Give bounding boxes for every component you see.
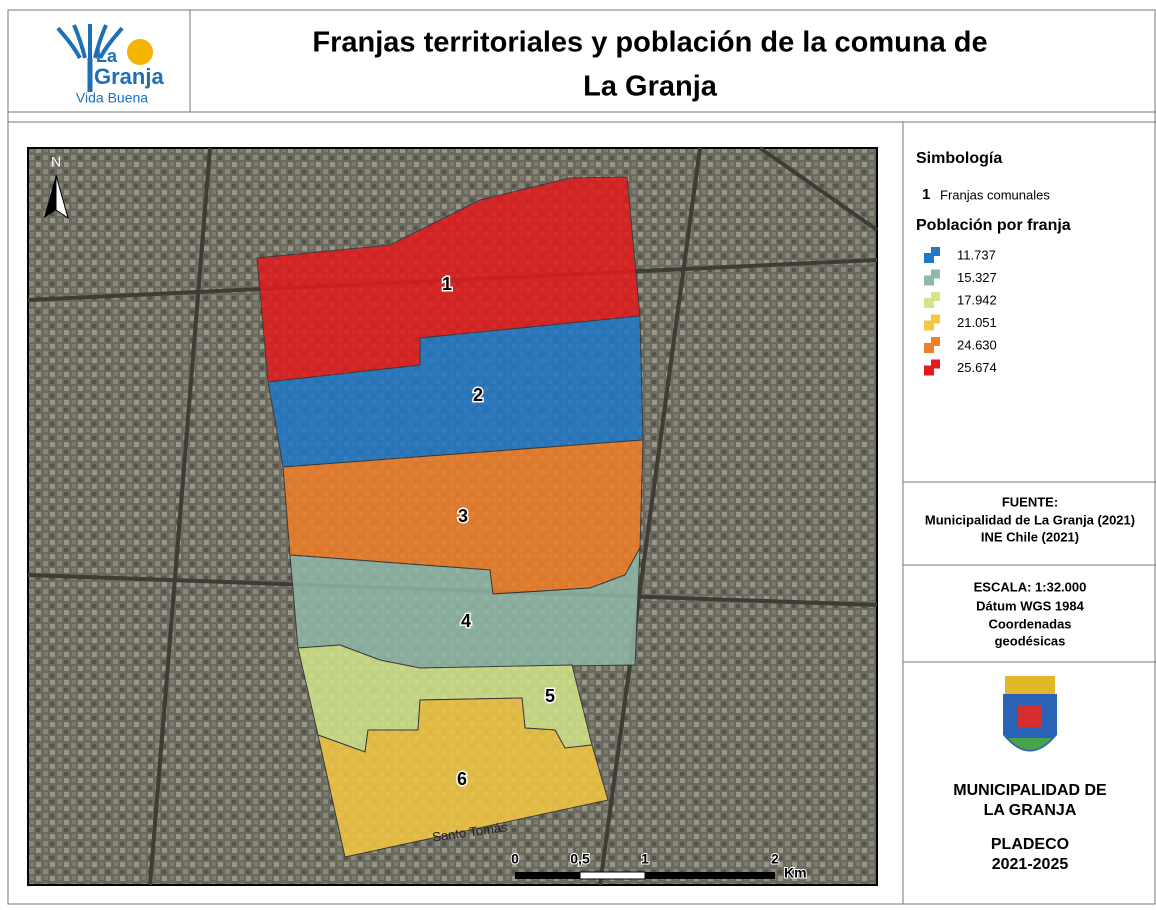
- org-name: MUNICIPALIDAD DE: [953, 782, 1107, 799]
- legend-title: Simbología: [916, 150, 1002, 167]
- title: La Granja: [583, 71, 718, 103]
- scale-tick: 2: [771, 851, 779, 867]
- coat-of-arms: [1003, 676, 1057, 752]
- legend-value: 24.630: [957, 337, 997, 352]
- scale-line: Dátum WGS 1984: [976, 598, 1084, 613]
- logo-tagline: Vida Buena: [76, 90, 148, 106]
- legend-value: 21.051: [957, 315, 997, 330]
- plan-name: PLADECO: [991, 836, 1069, 853]
- legend-swatch: [924, 292, 940, 308]
- title: Franjas territoriales y población de la …: [312, 27, 987, 59]
- zone-label: 2: [473, 385, 483, 405]
- scale-unit: Km: [784, 865, 807, 881]
- legend-swatch: [924, 360, 940, 376]
- scale-tick: 0: [511, 851, 519, 867]
- poster: La Granja Vida Buena Franjas territorial…: [0, 0, 1156, 905]
- scale-line: Coordenadas: [988, 616, 1071, 631]
- legend-swatch: [924, 247, 940, 263]
- logo: La Granja Vida Buena: [58, 24, 164, 106]
- north-label: N: [51, 154, 61, 170]
- legend-value: 15.327: [957, 270, 997, 285]
- zone-label: 4: [461, 611, 471, 631]
- legend-text: Franjas comunales: [940, 187, 1050, 202]
- legend-swatch: [924, 337, 940, 353]
- legend-value: 25.674: [957, 360, 997, 375]
- scale-title: ESCALA: 1:32.000: [974, 579, 1087, 594]
- plan-years: 2021-2025: [992, 856, 1069, 873]
- zone-label: 3: [458, 506, 468, 526]
- legend-swatch: [924, 315, 940, 331]
- legend-value: 17.942: [957, 292, 997, 307]
- scale-tick: 1: [641, 851, 649, 867]
- scale-line: geodésicas: [995, 633, 1066, 648]
- zone-label: 1: [442, 274, 452, 294]
- logo-text: La: [96, 46, 118, 66]
- source-line: Municipalidad de La Granja (2021): [925, 512, 1135, 527]
- legend-swatch: [924, 270, 940, 286]
- logo-text: Granja: [94, 64, 164, 89]
- legend-symbol: 1: [922, 186, 930, 203]
- page: La Granja Vida Buena Franjas territorial…: [0, 0, 1156, 905]
- legend-subtitle: Población por franja: [916, 217, 1071, 234]
- legend-value: 11.737: [957, 247, 996, 262]
- zone-label: 6: [457, 769, 467, 789]
- org-name: LA GRANJA: [984, 802, 1077, 819]
- source-title: FUENTE:: [1002, 494, 1058, 509]
- scale-tick: 0,5: [570, 851, 590, 867]
- zone-label: 5: [545, 686, 555, 706]
- source-line: INE Chile (2021): [981, 529, 1079, 544]
